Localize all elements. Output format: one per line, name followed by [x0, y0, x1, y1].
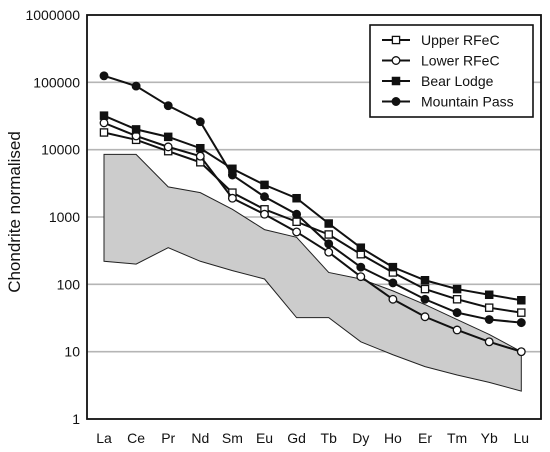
data-point-bear-lodge: [131, 125, 141, 134]
x-tick-label: Er: [418, 430, 432, 446]
data-point-lower-rfec: [484, 337, 494, 347]
data-point-mountain-pass: [99, 71, 109, 81]
data-point-bear-lodge: [420, 275, 430, 285]
legend-label: Mountain Pass: [421, 94, 514, 110]
data-point-lower-rfec: [516, 347, 526, 357]
data-point-lower-rfec: [324, 247, 334, 257]
data-point-mountain-pass: [195, 117, 205, 127]
data-point-upper-rfec: [517, 308, 526, 317]
data-point-mountain-pass: [388, 278, 398, 288]
legend-entry-lower-rfec: Lower RFeC: [382, 53, 500, 69]
x-tick-label: Tm: [447, 430, 467, 446]
y-tick-label: 1000: [49, 209, 80, 225]
x-tick-label: Ce: [127, 430, 145, 446]
legend-marker: [391, 76, 401, 86]
legend-marker: [391, 56, 401, 65]
data-point-lower-rfec: [260, 209, 269, 219]
data-point-upper-rfec: [99, 128, 109, 137]
legend-label: Upper RFeC: [421, 32, 500, 48]
data-point-lower-rfec: [163, 142, 173, 152]
data-point-mountain-pass: [452, 308, 462, 318]
legend: Upper RFeC Lower RFeC Bear Lodge Mountain P…: [369, 24, 534, 118]
x-tick-label: Nd: [191, 430, 209, 446]
data-point-mountain-pass: [356, 262, 366, 272]
series-line-lower-rfec: [103, 121, 522, 353]
x-tick-label: Lu: [514, 430, 530, 446]
x-tick-label: Yb: [481, 430, 498, 446]
y-tick-label: 1: [72, 411, 80, 427]
data-point-lower-rfec: [356, 272, 366, 282]
plot-frame: [86, 14, 542, 420]
data-point-lower-rfec: [292, 227, 302, 237]
data-point-lower-rfec: [452, 325, 462, 335]
data-point-bear-lodge: [196, 143, 205, 153]
data-point-mountain-pass: [484, 315, 494, 324]
y-tick-label: 100000: [33, 74, 80, 90]
data-point-bear-lodge: [517, 296, 526, 305]
data-point-bear-lodge: [260, 180, 269, 190]
series-line-bear-lodge: [103, 114, 522, 302]
data-point-bear-lodge: [388, 262, 398, 272]
series-line-mountain-pass: [103, 74, 522, 324]
y-tick-label: 10: [64, 344, 80, 360]
legend-entry-mountain-pass: Mountain Pass: [382, 94, 514, 110]
x-tick-label: Eu: [256, 430, 273, 446]
x-tick-label: Tb: [321, 430, 338, 446]
axes: 1 10 100 1000 10000 100000 1000000 La Ce Pr Nd Sm Eu…: [25, 7, 542, 446]
data-point-lower-rfec: [227, 193, 237, 203]
x-tick-label: Dy: [352, 430, 369, 446]
data-point-bear-lodge: [452, 284, 462, 294]
data-point-bear-lodge: [99, 111, 109, 120]
legend-entry-upper-rfec: Upper RFeC: [382, 32, 500, 48]
data-point-lower-rfec: [420, 312, 430, 322]
legend-label: Bear Lodge: [421, 73, 494, 89]
data-point-mountain-pass: [260, 192, 269, 202]
series-lower-rfec: [99, 118, 526, 357]
legend-marker: [391, 97, 401, 106]
x-tick-label: Sm: [222, 430, 243, 446]
data-point-bear-lodge: [163, 132, 173, 142]
data-point-mountain-pass: [163, 101, 173, 111]
data-point-upper-rfec: [292, 217, 301, 227]
legend-label: Lower RFeC: [421, 53, 500, 69]
x-tick-label: Ho: [384, 430, 402, 446]
series-bear-lodge: [99, 111, 526, 305]
data-point-upper-rfec: [452, 295, 462, 304]
data-point-mountain-pass: [292, 209, 302, 219]
data-point-mountain-pass: [227, 170, 237, 180]
data-point-upper-rfec: [484, 303, 494, 312]
data-point-mountain-pass: [516, 318, 526, 328]
envelope-layer: [103, 153, 522, 392]
data-point-bear-lodge: [324, 219, 333, 228]
x-tick-label: La: [96, 430, 112, 446]
y-axis-title: Chondrite normalised: [5, 131, 24, 293]
x-tick-label: Gd: [287, 430, 306, 446]
data-point-mountain-pass: [420, 294, 430, 304]
data-point-upper-rfec: [420, 284, 430, 294]
series-mountain-pass: [99, 71, 526, 328]
y-tick-label: 1000000: [25, 7, 80, 23]
data-point-lower-rfec: [195, 151, 205, 161]
series-layer: [99, 71, 526, 357]
legend-entry-bear-lodge: Bear Lodge: [382, 73, 494, 89]
data-point-bear-lodge: [484, 290, 494, 300]
data-point-lower-rfec: [99, 118, 109, 128]
data-point-mountain-pass: [131, 81, 141, 91]
data-point-mountain-pass: [324, 239, 334, 249]
y-tick-label: 100: [57, 276, 81, 292]
rare-earth-envelope: [103, 153, 522, 392]
data-point-bear-lodge: [292, 193, 301, 203]
data-point-lower-rfec: [388, 294, 398, 304]
y-tick-label: 10000: [41, 142, 80, 158]
data-point-upper-rfec: [324, 230, 333, 239]
x-tick-label: Pr: [161, 430, 175, 446]
data-point-bear-lodge: [356, 243, 366, 252]
legend-marker: [391, 35, 401, 45]
